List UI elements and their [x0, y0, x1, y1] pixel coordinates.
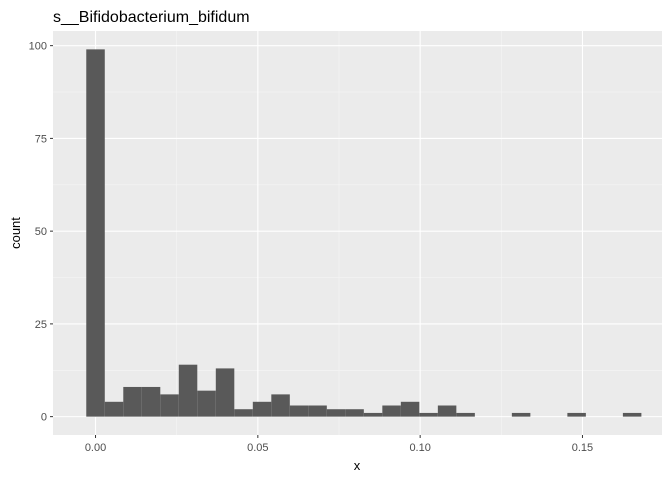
histogram-bar [326, 409, 346, 417]
y-tick-label: 75 [35, 133, 47, 145]
histogram-bar [622, 412, 642, 417]
y-tick-label: 25 [35, 319, 47, 331]
plot-panel [53, 31, 662, 435]
histogram-bar [345, 409, 364, 417]
histogram-bar [456, 412, 475, 417]
histogram-bar [567, 412, 586, 417]
histogram-bar [511, 412, 531, 417]
histogram-bar [178, 364, 198, 417]
histogram-bar [215, 368, 235, 417]
histogram-bar [104, 401, 124, 417]
histogram-bars [86, 49, 642, 417]
histogram-bar [289, 405, 309, 417]
histogram-bar [382, 405, 401, 417]
histogram-bar [437, 405, 457, 417]
y-tick-label: 100 [29, 41, 47, 53]
histogram-bar [160, 394, 179, 417]
x-tick-label: 0.05 [247, 442, 268, 454]
y-axis: 0 25 50 75 100 [29, 41, 53, 424]
y-tick-label: 0 [41, 412, 47, 424]
histogram-bar [234, 409, 253, 417]
histogram-bar [252, 401, 272, 417]
y-axis-title: count [8, 217, 23, 249]
x-tick-label: 0.15 [572, 442, 593, 454]
x-tick-label: 0.00 [85, 442, 106, 454]
histogram-bar [363, 412, 383, 417]
histogram-bar [419, 412, 438, 417]
histogram-bar [308, 405, 327, 417]
histogram-bar [197, 390, 216, 417]
minor-grid [53, 31, 662, 435]
histogram-bar [141, 386, 161, 417]
histogram-bar [400, 401, 420, 417]
x-tick-label: 0.10 [409, 442, 430, 454]
y-tick-label: 50 [35, 226, 47, 238]
histogram-bar [271, 394, 290, 417]
histogram-bar [123, 386, 142, 417]
x-axis-title: x [354, 458, 361, 473]
chart-title: s__Bifidobacterium_bifidum [53, 9, 250, 26]
x-axis: 0.00 0.05 0.10 0.15 [85, 435, 593, 454]
histogram-bar [86, 49, 105, 417]
